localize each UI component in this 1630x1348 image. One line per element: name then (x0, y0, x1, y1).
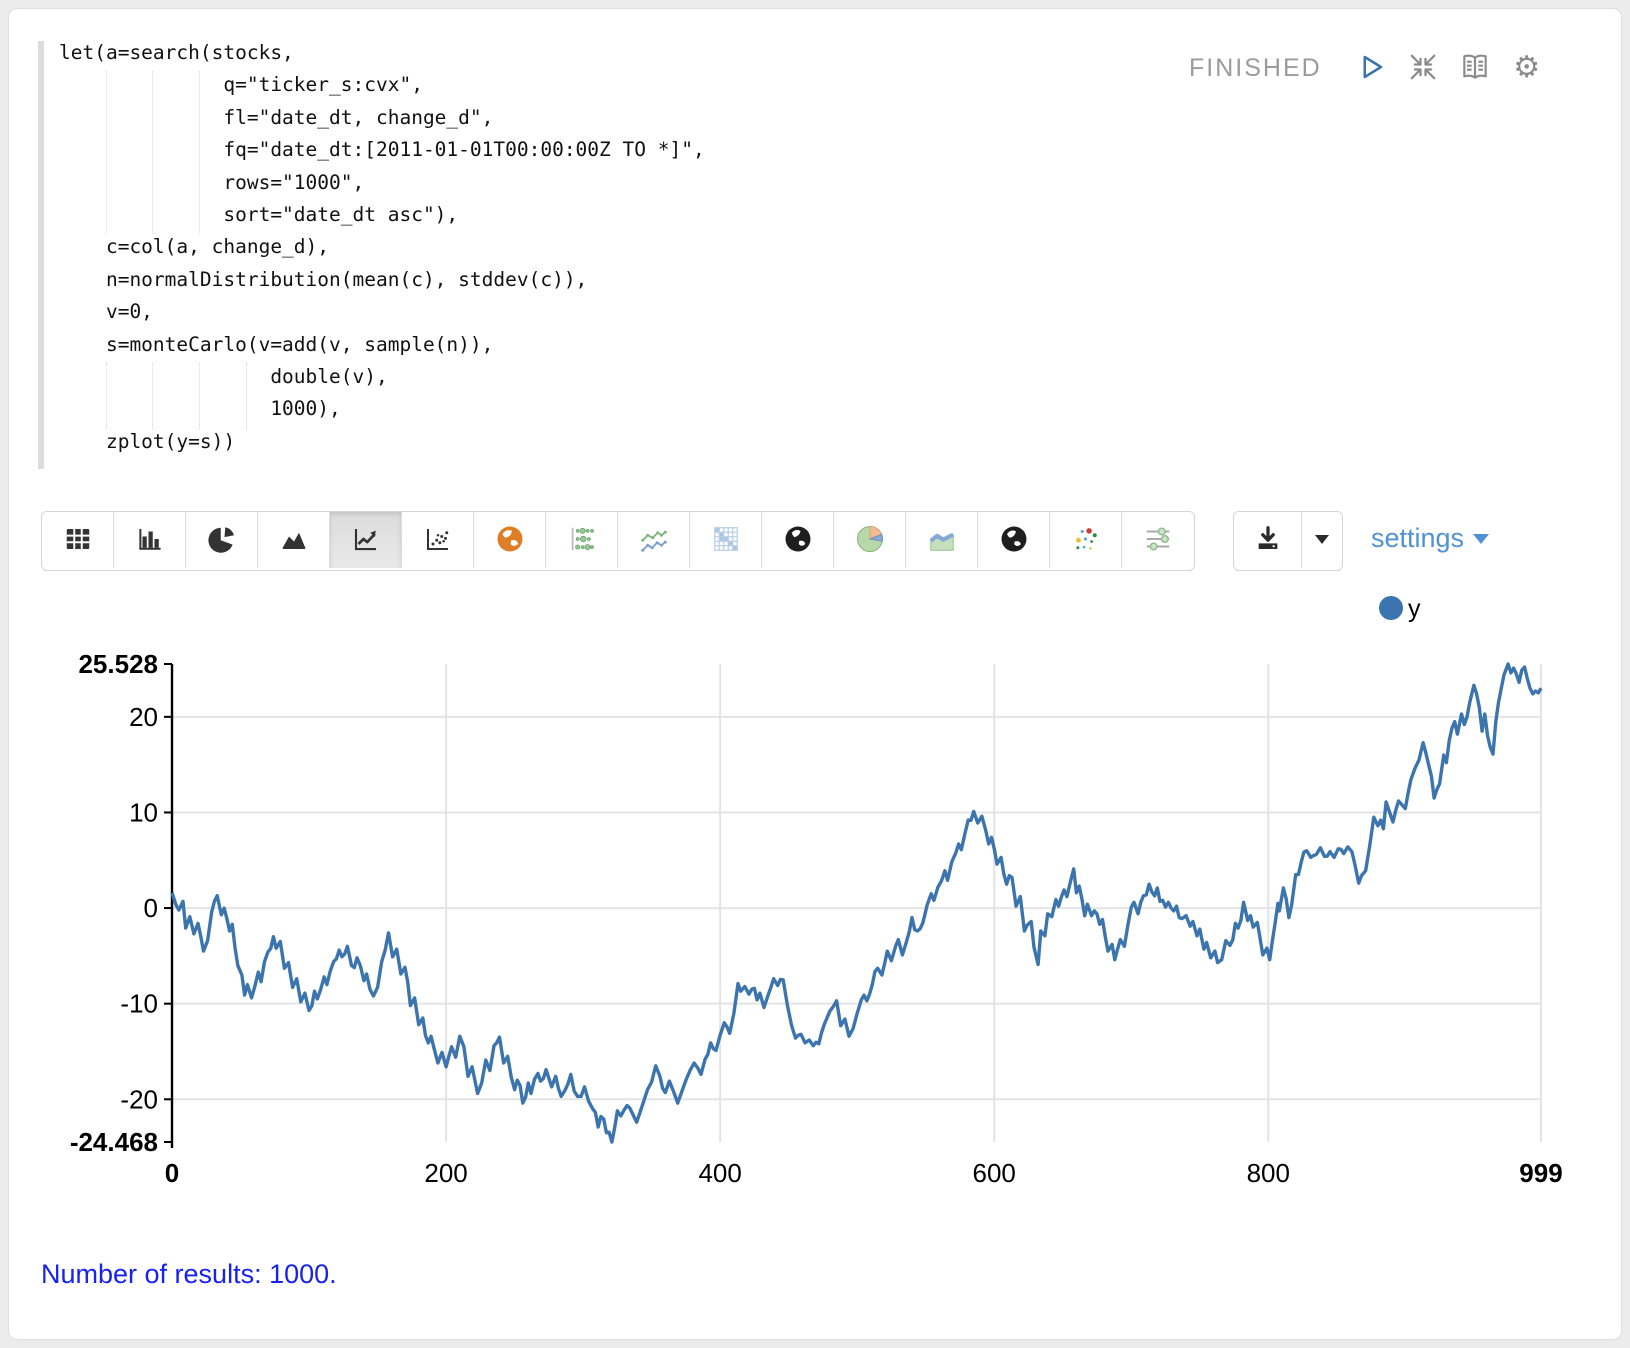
heatmap-icon (711, 524, 741, 557)
editor-gutter (38, 41, 44, 469)
area-chart-icon (279, 524, 309, 557)
code-editor[interactable]: let(a=search(stocks, q="ticker_s:cvx", f… (59, 41, 705, 453)
svg-text:200: 200 (424, 1158, 467, 1188)
settings-label: settings (1371, 523, 1465, 553)
globe-dark-2-button[interactable] (978, 512, 1050, 568)
heatmap-button[interactable] (690, 512, 762, 568)
svg-text:-24.468: -24.468 (70, 1127, 158, 1157)
collapse-output-button[interactable] (1406, 51, 1440, 85)
indent-guide (246, 363, 247, 429)
svg-text:-10: -10 (120, 989, 158, 1019)
globe-dark-2-icon (999, 524, 1029, 557)
paragraph-card: let(a=search(stocks, q="ticker_s:cvx", f… (8, 8, 1622, 1340)
indent-guide (106, 363, 107, 429)
legend-label: y (1408, 595, 1421, 623)
download-icon (1253, 524, 1283, 557)
area-chart-button[interactable] (258, 512, 330, 568)
svg-text:-20: -20 (120, 1084, 158, 1114)
settings-link[interactable]: settings (1371, 523, 1490, 554)
scatter-chart-button[interactable] (402, 512, 474, 568)
sliders-button[interactable] (1122, 512, 1194, 568)
bubble-grid-icon (567, 524, 597, 557)
svg-text:25.528: 25.528 (78, 649, 158, 679)
area-chart-colored-button[interactable] (906, 512, 978, 568)
line-chart-button[interactable] (330, 512, 402, 568)
globe-dark-icon (783, 524, 813, 557)
multi-line-chart-button[interactable] (618, 512, 690, 568)
pie-chart-colored-button[interactable] (834, 512, 906, 568)
svg-text:600: 600 (973, 1158, 1016, 1188)
table-button[interactable] (42, 512, 114, 568)
svg-text:999: 999 (1519, 1158, 1562, 1188)
compress-icon (1408, 52, 1438, 85)
sliders-icon (1143, 524, 1173, 557)
legend-marker (1379, 596, 1403, 620)
bar-chart-button[interactable] (114, 512, 186, 568)
svg-text:20: 20 (129, 702, 158, 732)
line-chart-icon (351, 524, 381, 557)
table-icon (63, 524, 93, 557)
line-chart-canvas[interactable]: 25.528 20 10 0 -10 -20 -24.468 0 200 400 600 800 999… (9, 565, 1621, 1227)
globe-orange-icon (495, 524, 525, 557)
pie-chart-colored-icon (855, 524, 885, 557)
svg-text:0: 0 (165, 1158, 179, 1188)
status-badge: FINISHED (1189, 53, 1322, 82)
indent-guide (152, 363, 153, 429)
paragraph-status-row: FINISHED (1189, 51, 1544, 85)
svg-text:400: 400 (698, 1158, 741, 1188)
book-icon (1459, 51, 1491, 86)
download-button[interactable] (1234, 512, 1302, 568)
indent-guide (199, 71, 200, 234)
show-editor-button[interactable] (1458, 51, 1492, 85)
result-count-text: Number of results: 1000. (41, 1259, 337, 1289)
svg-text:0: 0 (144, 893, 158, 923)
pie-chart-icon (207, 524, 237, 557)
map-chart-button[interactable] (474, 512, 546, 568)
bar-chart-icon (135, 524, 165, 557)
download-options-button[interactable] (1302, 512, 1342, 568)
paragraph-settings-button[interactable]: ⚙ (1510, 51, 1544, 85)
pie-chart-button[interactable] (186, 512, 258, 568)
svg-text:10: 10 (129, 797, 158, 827)
globe-dark-button[interactable] (762, 512, 834, 568)
download-group (1233, 511, 1343, 571)
area-chart-colored-icon (927, 524, 957, 557)
scatter-colored-icon (1071, 524, 1101, 557)
scatter-chart-icon (423, 524, 453, 557)
play-icon (1356, 52, 1386, 85)
svg-text:800: 800 (1247, 1158, 1290, 1188)
multi-line-chart-icon (639, 524, 669, 557)
gear-icon: ⚙ (1513, 51, 1541, 84)
chart-type-toolbar (41, 511, 1195, 571)
bubble-grid-button[interactable] (546, 512, 618, 568)
indent-guide (199, 363, 200, 429)
indent-guide (106, 71, 107, 234)
scatter-colored-button[interactable] (1050, 512, 1122, 568)
caret-down-icon (1314, 533, 1330, 548)
run-paragraph-button[interactable] (1354, 51, 1388, 85)
caret-down-icon (1473, 533, 1490, 544)
indent-guide (152, 71, 153, 234)
